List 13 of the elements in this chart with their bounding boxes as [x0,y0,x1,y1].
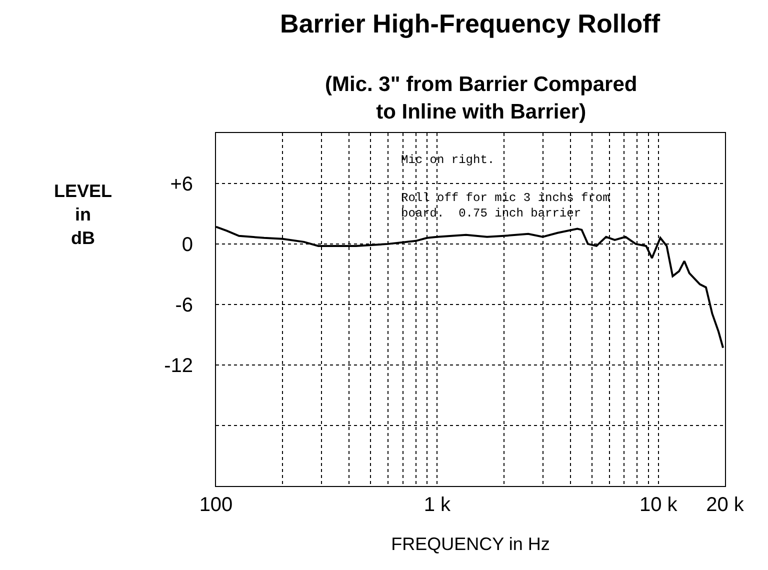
annotation: Mic on right. [401,153,495,167]
y-tick-label: -6 [175,294,193,316]
x-axis-title: FREQUENCY in Hz [391,534,550,554]
x-tick-label: 20 k [706,494,745,516]
x-tick-label: 1 k [424,494,452,516]
y-tick-label: -12 [164,354,193,377]
x-tick-label: 10 k [640,494,678,516]
y-axis-title: LEVEL in dB [54,181,112,248]
y-tick-label: 0 [182,234,193,256]
x-tick-label: 100 [199,494,233,516]
y-tick-label: +6 [170,173,193,196]
chart-title: Barrier High-Frequency Rolloff [280,8,660,38]
chart-subtitle: (Mic. 3" from Barrier Compared to Inline with Barrier) [325,73,638,124]
